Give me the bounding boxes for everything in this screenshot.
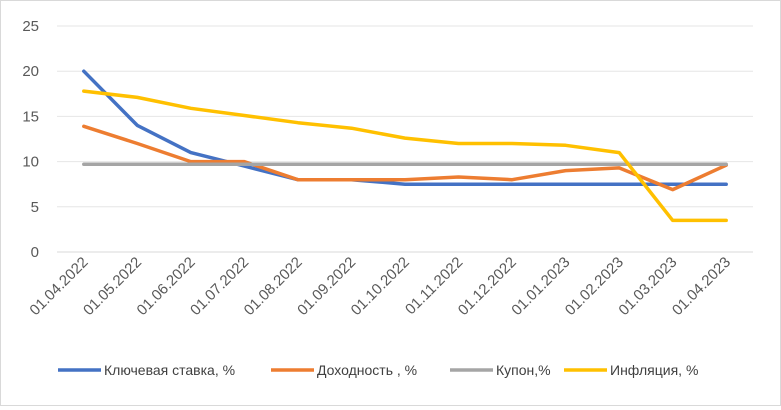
x-axis: 01.04.202201.05.202201.06.202201.07.2022…	[26, 254, 734, 319]
legend-label: Инфляция, %	[610, 362, 698, 378]
y-tick-label: 5	[31, 199, 39, 216]
y-tick-label: 0	[31, 244, 39, 261]
legend-label: Купон,%	[496, 362, 551, 378]
y-tick-label: 15	[22, 108, 39, 125]
series-line	[82, 89, 728, 223]
x-tick-label: 01.10.2022	[348, 254, 413, 319]
legend-label: Доходность , %	[317, 362, 417, 378]
y-tick-label: 25	[22, 18, 39, 35]
y-tick-label: 10	[22, 154, 39, 171]
legend: Ключевая ставка, % Доходность , % Купон,% И…	[58, 362, 698, 378]
series-line	[82, 69, 728, 186]
series-lines	[82, 69, 728, 223]
legend-label: Ключевая ставка, %	[104, 362, 235, 378]
y-tick-label: 20	[22, 63, 39, 80]
y-axis: 0 5 10 15 20 25	[22, 18, 39, 261]
gridlines	[57, 25, 753, 253]
series-line	[82, 124, 728, 192]
x-tick-label: 01.04.2023	[669, 254, 734, 319]
